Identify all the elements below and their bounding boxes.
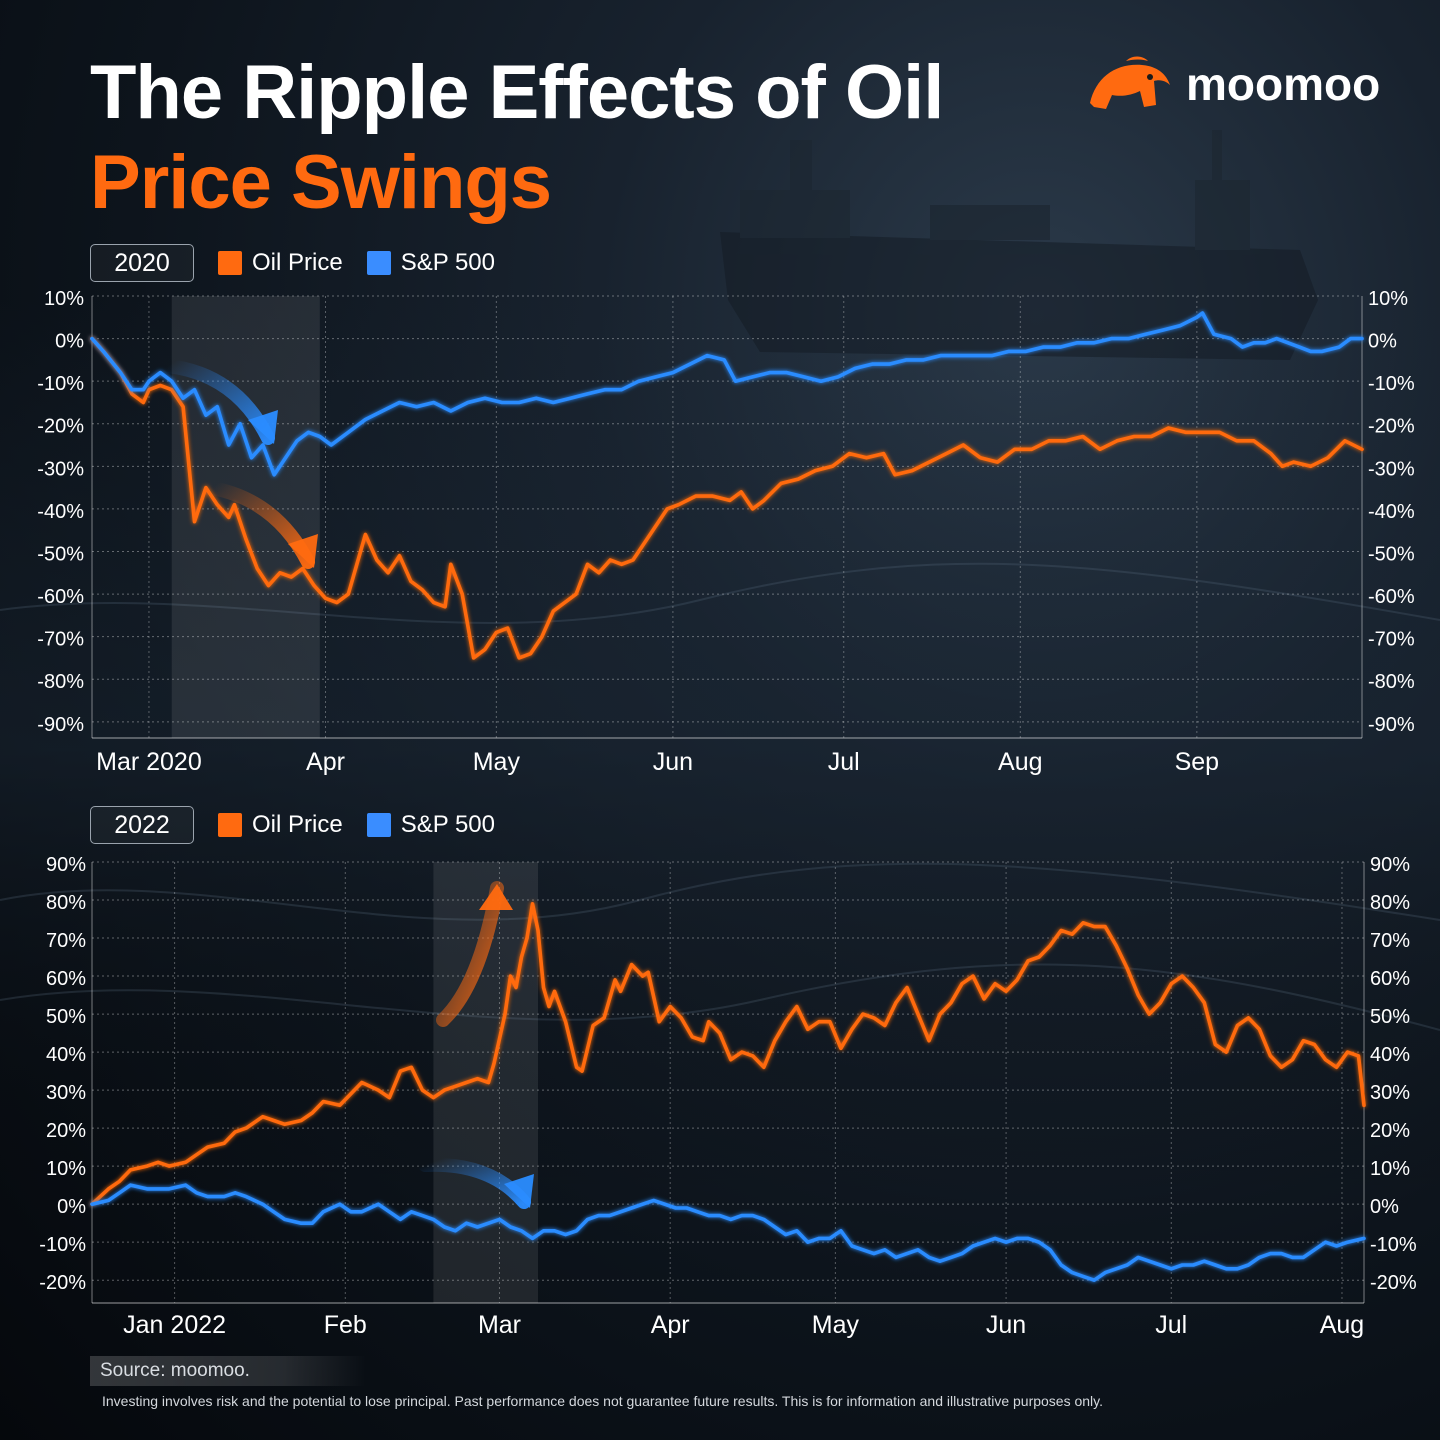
y-tick-label-right: -10% — [1368, 373, 1415, 395]
x-tick-label: Aug — [998, 748, 1042, 776]
legend-item-oil-2020: Oil Price — [218, 249, 343, 277]
y-tick-label-right: 60% — [1370, 968, 1410, 990]
oil-price-line — [90, 336, 1364, 660]
y-tick-label-right: -60% — [1368, 586, 1415, 608]
y-tick-label-left: -10% — [37, 373, 84, 395]
x-tick-label: Apr — [306, 748, 345, 776]
source-note: Source: moomoo. — [90, 1356, 366, 1386]
y-tick-label-right: -30% — [1368, 458, 1415, 480]
sp500-swatch — [366, 251, 391, 275]
x-tick-label: Jul — [828, 748, 860, 776]
disclaimer: Investing involves risk and the potentia… — [102, 1393, 1104, 1409]
x-tick-label: Jan 2022 — [123, 1311, 226, 1339]
y-tick-label-left: -30% — [37, 458, 84, 480]
x-tick-label: Jun — [986, 1311, 1026, 1339]
title-line-2: Price Swings — [90, 140, 552, 225]
y-tick-label-left: 70% — [46, 930, 86, 952]
y-tick-label-right: 70% — [1370, 930, 1410, 952]
y-tick-label-left: 0% — [57, 1196, 86, 1218]
x-tick-label: May — [473, 748, 521, 776]
y-tick-label-right: 10% — [1368, 288, 1408, 310]
trend-arrow-head — [248, 410, 278, 444]
y-tick-label-right: 30% — [1370, 1082, 1410, 1104]
y-tick-label-left: 90% — [46, 854, 86, 876]
sp500-swatch — [366, 813, 391, 837]
brand-logo: moomoo — [1086, 54, 1380, 114]
year-label-2020: 2020 — [90, 244, 194, 282]
legend-sp500-label: S&P 500 — [400, 249, 495, 276]
legend-oil-label: Oil Price — [252, 811, 343, 838]
y-tick-label-right: -20% — [1368, 416, 1415, 438]
y-tick-label-right: 40% — [1370, 1044, 1410, 1066]
y-tick-label-left: 30% — [46, 1082, 86, 1104]
y-tick-label-left: -10% — [39, 1234, 86, 1256]
title-line-1: The Ripple Effects of Oil — [90, 50, 944, 135]
legend-item-sp500-2022: S&P 500 — [366, 811, 495, 839]
oil-swatch — [218, 251, 242, 275]
x-tick-label: Aug — [1320, 1311, 1364, 1339]
y-tick-label-left: -40% — [37, 501, 84, 523]
x-tick-label: Feb — [324, 1311, 367, 1339]
y-tick-label-right: 90% — [1370, 854, 1410, 876]
bull-logo-icon — [1090, 56, 1170, 109]
x-tick-label: Jun — [653, 748, 693, 776]
y-tick-label-right: -10% — [1370, 1234, 1417, 1256]
y-tick-label-right: 50% — [1370, 1006, 1410, 1028]
legend-2020: 2020 Oil Price S&P 500 — [90, 244, 495, 282]
y-tick-label-left: 60% — [46, 968, 86, 990]
y-tick-label-left: 40% — [46, 1044, 86, 1066]
y-tick-label-right: 0% — [1368, 331, 1397, 353]
y-tick-label-left: 0% — [55, 331, 84, 353]
sp500-line — [90, 1183, 1366, 1282]
legend-item-oil-2022: Oil Price — [218, 811, 343, 839]
y-tick-label-left: -50% — [37, 543, 84, 565]
x-tick-label: Apr — [651, 1311, 690, 1339]
legend-sp500-label: S&P 500 — [400, 811, 495, 838]
x-tick-label: Mar — [478, 1311, 521, 1339]
trend-arrow-head — [288, 534, 318, 568]
y-tick-label-right: 20% — [1370, 1120, 1410, 1142]
y-tick-label-right: -70% — [1368, 629, 1415, 651]
y-tick-label-left: 50% — [46, 1006, 86, 1028]
x-tick-label: Mar 2020 — [96, 748, 202, 776]
y-tick-label-right: 80% — [1370, 892, 1410, 914]
year-label-2022: 2022 — [90, 806, 194, 844]
y-tick-label-right: -20% — [1370, 1272, 1417, 1294]
trend-arrow-head — [479, 884, 513, 910]
page-title: The Ripple Effects of Oil Price Swings — [90, 48, 944, 228]
y-tick-label-left: 20% — [46, 1120, 86, 1142]
y-tick-label-left: -60% — [37, 586, 84, 608]
y-tick-label-right: -90% — [1368, 714, 1415, 736]
y-tick-label-left: -90% — [37, 714, 84, 736]
y-tick-label-left: -80% — [37, 671, 84, 693]
chart-2020: 10% 10% 0% 0% -10% -10% -20% -20% -30% -30% -40% -4… — [37, 288, 1415, 776]
oil-price-line — [90, 902, 1366, 1206]
trend-arrow-head — [504, 1174, 534, 1208]
oil-swatch — [218, 813, 242, 837]
legend-item-sp500-2020: S&P 500 — [366, 249, 495, 277]
y-tick-label-left: -20% — [39, 1272, 86, 1294]
x-tick-label: Jul — [1155, 1311, 1187, 1339]
y-tick-label-left: 80% — [46, 892, 86, 914]
x-tick-label: Sep — [1175, 748, 1219, 776]
y-tick-label-left: -20% — [37, 416, 84, 438]
y-tick-label-right: -40% — [1368, 501, 1415, 523]
legend-oil-label: Oil Price — [252, 249, 343, 276]
y-tick-label-left: -70% — [37, 629, 84, 651]
y-tick-label-left: 10% — [46, 1158, 86, 1180]
y-tick-label-right: -80% — [1368, 671, 1415, 693]
sp500-line — [90, 311, 1364, 477]
y-tick-label-right: 10% — [1370, 1158, 1410, 1180]
brand-name: moomoo — [1186, 58, 1381, 110]
y-tick-label-left: 10% — [44, 288, 84, 310]
x-tick-label: May — [812, 1311, 860, 1339]
y-tick-label-right: -50% — [1368, 543, 1415, 565]
legend-2022: 2022 Oil Price S&P 500 — [90, 806, 495, 844]
y-tick-label-right: 0% — [1370, 1196, 1399, 1218]
